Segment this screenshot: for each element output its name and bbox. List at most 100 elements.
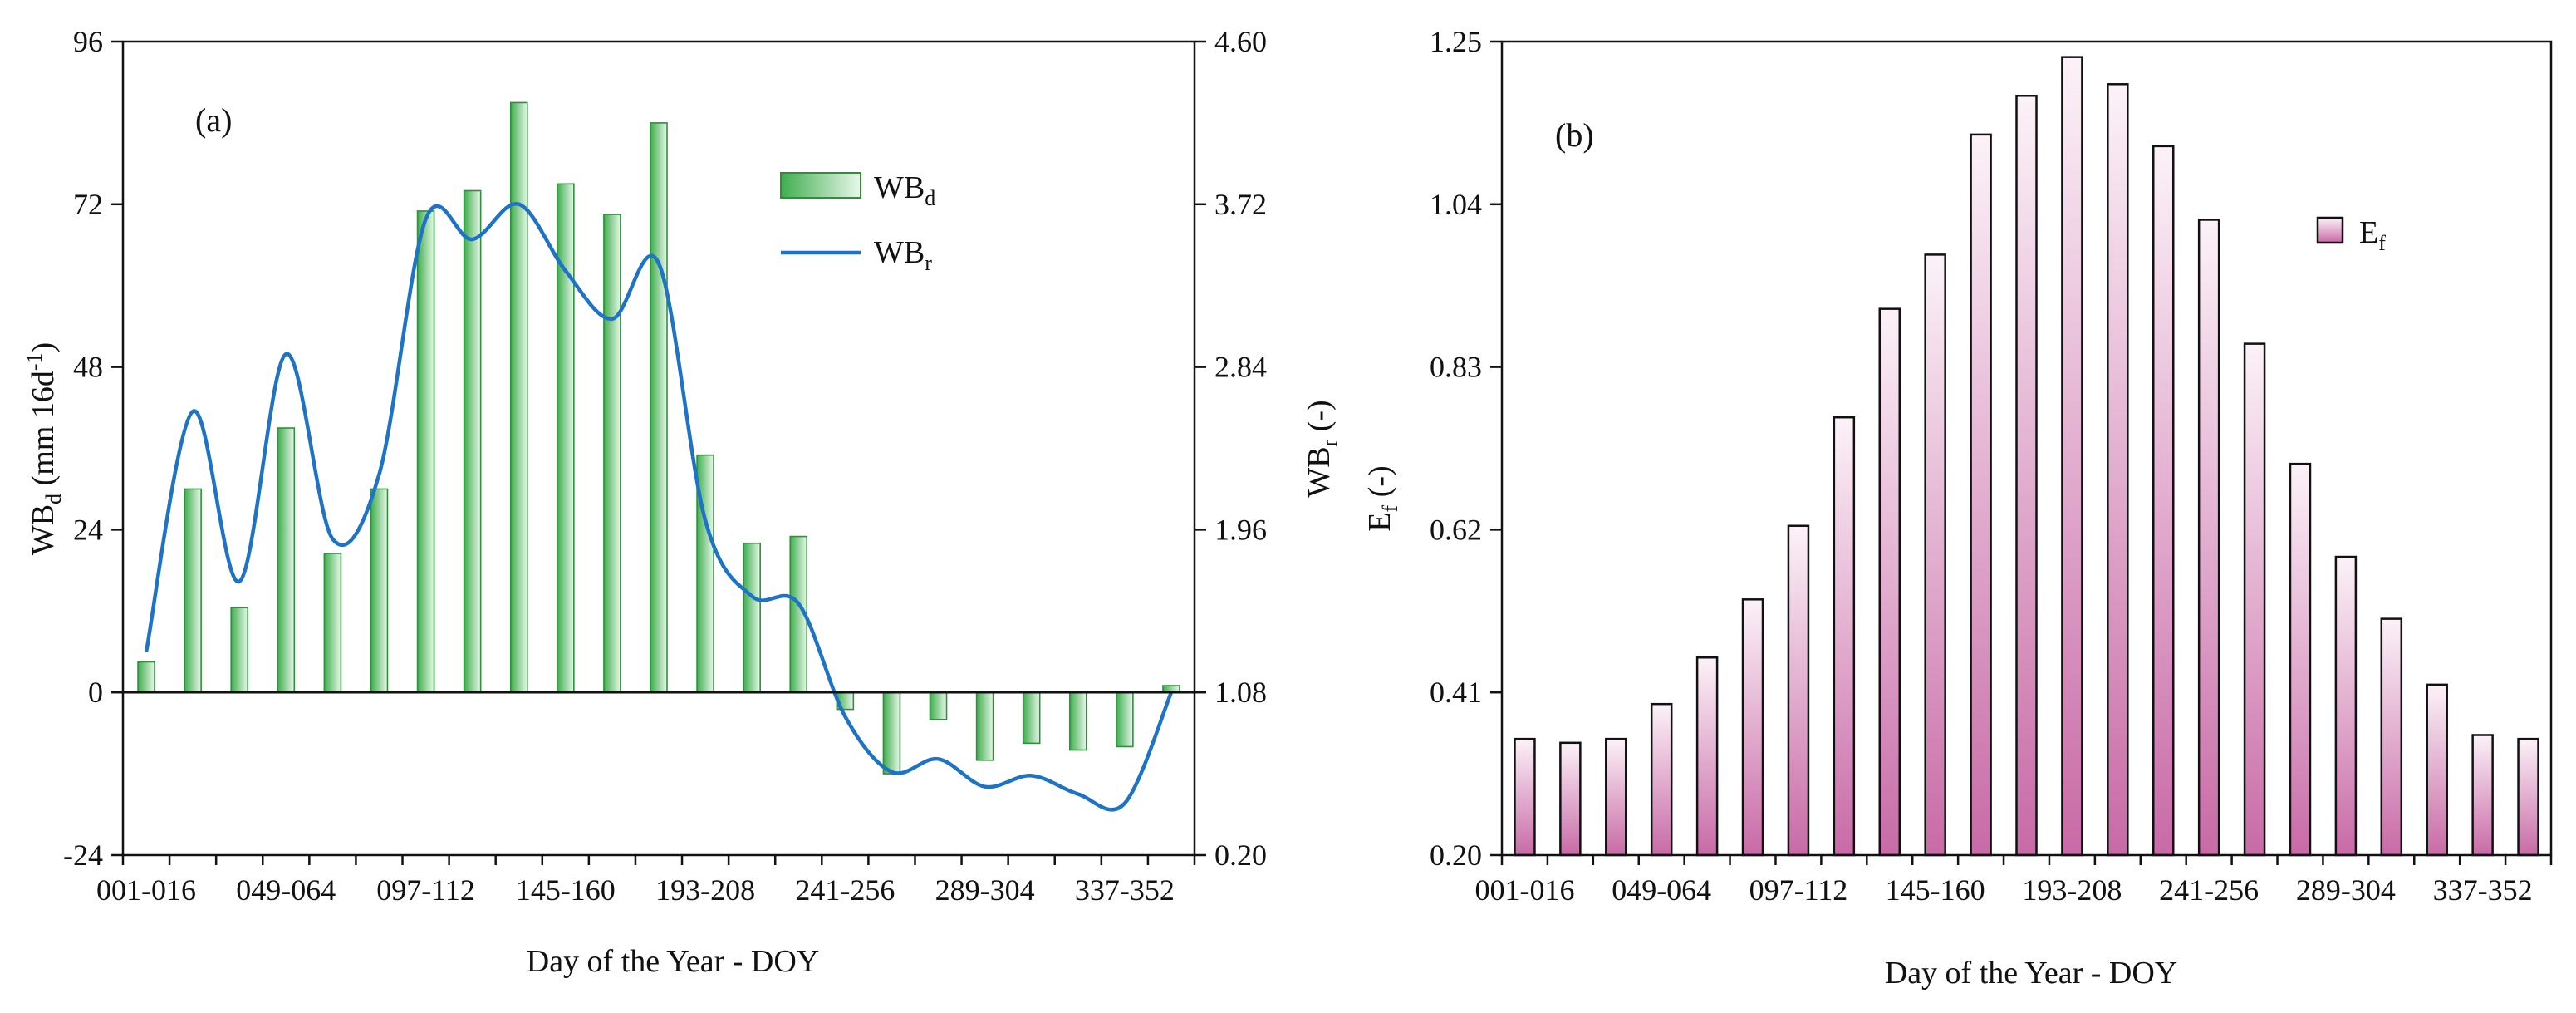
panel-a-x-axis-label: Day of the Year - DOY <box>527 944 819 979</box>
ef-bar-289-304 <box>2334 555 2358 857</box>
x-tick-label: 097-112 <box>376 873 475 907</box>
right-y-tick-label: 1.08 <box>1214 676 1267 709</box>
panel-b-bars <box>1514 56 2539 857</box>
x-tick-label: 289-304 <box>935 873 1035 907</box>
ef-bar-305-320 <box>2380 617 2403 857</box>
wbd-bar-289-304 <box>975 691 994 761</box>
ef-bar-033-048 <box>1605 737 1627 857</box>
ef-bar-177-192 <box>2015 95 2038 857</box>
x-tick-label: 241-256 <box>795 873 895 907</box>
wbd-bar-273-288 <box>929 691 948 720</box>
y-tick-label: 1.04 <box>1430 188 1482 221</box>
x-tick-label: 241-256 <box>2159 873 2259 907</box>
ef-bar-001-016 <box>1514 737 1536 857</box>
right-y-tick-label: 3.72 <box>1214 188 1267 221</box>
wbd-bar-065-080 <box>323 553 342 693</box>
panel-a-left-y-ticks: -24 0 24 48 72 96 <box>63 25 123 872</box>
ef-bar-161-176 <box>1970 133 1992 857</box>
legend-label-ef: Ef <box>2359 215 2386 255</box>
wbd-bar-049-064 <box>277 427 296 694</box>
panel-b-y-ticks: 0.20 0.41 0.62 0.83 1.04 1.25 <box>1430 25 1502 872</box>
right-y-tick-label: 1.96 <box>1214 513 1267 546</box>
ef-bar-049-064 <box>1650 702 1673 857</box>
x-tick-label: 145-160 <box>1886 873 1985 907</box>
wbd-bar-097-112 <box>416 210 435 693</box>
ef-bar-017-032 <box>1559 741 1582 857</box>
panel-b-y-axis-label: Ef (-) <box>1362 465 1402 531</box>
legend-swatch-ef <box>2316 216 2344 244</box>
ef-bar-209-224 <box>2107 83 2129 857</box>
x-tick-label: 337-352 <box>2433 873 2533 907</box>
wbd-bar-113-128 <box>463 189 482 694</box>
right-y-tick-label: 0.20 <box>1214 838 1267 872</box>
x-tick-label: 145-160 <box>516 873 616 907</box>
panel-b-legend: Ef <box>2316 215 2386 255</box>
panel-b-x-axis-label: Day of the Year - DOY <box>1885 956 2177 991</box>
ef-bar-097-112 <box>1787 524 1810 857</box>
wbd-bar-177-192 <box>650 122 668 693</box>
wbd-bar-257-272 <box>882 691 901 775</box>
ef-bar-241-256 <box>2197 219 2220 857</box>
ef-bar-113-128 <box>1833 416 1856 857</box>
y-tick-label: 0.20 <box>1430 838 1482 872</box>
panel-a-x-ticks: 001-016 049-064 097-112 145-160 193-208 241-2… <box>96 855 1196 907</box>
wbd-bar-017-032 <box>184 488 202 694</box>
ef-bar-225-240 <box>2152 145 2175 857</box>
left-y-tick-label: -24 <box>63 838 103 872</box>
ef-bar-065-080 <box>1695 656 1719 857</box>
ef-bar-145-160 <box>1924 253 1946 857</box>
x-tick-label: 001-016 <box>1474 873 1574 907</box>
wbd-bar-001-016 <box>137 661 155 693</box>
wbd-bar-305-320 <box>1022 691 1041 745</box>
x-tick-label: 193-208 <box>2022 873 2122 907</box>
panel-a-chart: -24 0 24 48 72 96 0.20 1.08 1.96 2.84 3.72 4.60 00… <box>22 25 1342 979</box>
panel-a-bars <box>137 101 1180 775</box>
panel-a-left-y-axis-label: WBd (mm 16d-1) <box>22 342 66 555</box>
legend-label-wbd: WBd <box>874 170 935 210</box>
ef-bar-321-336 <box>2426 683 2448 857</box>
panel-a-right-y-ticks: 0.20 1.08 1.96 2.84 3.72 4.60 <box>1195 25 1267 872</box>
x-tick-label: 049-064 <box>236 873 336 907</box>
left-y-tick-label: 0 <box>88 676 103 709</box>
x-tick-label: 097-112 <box>1749 873 1848 907</box>
panel-b-plot-frame <box>1500 40 2553 857</box>
left-y-tick-label: 48 <box>73 351 103 384</box>
ef-bar-257-272 <box>2243 342 2266 857</box>
wbd-bar-033-048 <box>230 607 249 693</box>
right-y-tick-label: 4.60 <box>1214 25 1267 58</box>
panel-a-label: (a) <box>195 101 232 139</box>
legend-label-wbr: WBr <box>874 235 932 275</box>
right-y-tick-label: 2.84 <box>1214 351 1267 384</box>
panel-b-label: (b) <box>1555 116 1594 154</box>
panel-b-x-ticks: 001-016 049-064 097-112 145-160 193-208 241-2… <box>1474 855 2553 907</box>
ef-bar-273-288 <box>2289 462 2312 857</box>
wbd-bar-081-096 <box>370 488 389 694</box>
left-y-tick-label: 72 <box>73 188 103 221</box>
ef-bar-193-208 <box>2061 56 2083 857</box>
wbd-bar-337-352 <box>1116 691 1134 748</box>
left-y-tick-label: 24 <box>73 513 103 546</box>
wbr-line-series <box>144 202 1174 812</box>
ef-bar-081-096 <box>1741 598 1764 857</box>
ef-bar-129-144 <box>1878 307 1901 857</box>
x-tick-label: 001-016 <box>96 873 196 907</box>
y-tick-label: 1.25 <box>1430 25 1482 58</box>
x-tick-label: 337-352 <box>1075 873 1175 907</box>
y-tick-label: 0.41 <box>1430 676 1482 709</box>
x-tick-label: 193-208 <box>655 873 755 907</box>
panel-a-plot-frame <box>121 40 1196 857</box>
panel-a-right-y-axis-label: WBr (-) <box>1302 400 1342 497</box>
wbd-bar-129-144 <box>509 101 528 694</box>
wbd-bar-161-176 <box>603 214 621 693</box>
x-tick-label: 049-064 <box>1612 873 1711 907</box>
ef-bar-353-365 <box>2517 737 2539 857</box>
wbd-bar-321-336 <box>1068 691 1087 751</box>
wbd-bar-209-224 <box>743 542 761 694</box>
panel-b-chart: 0.200.410.620.831.041.25 001-016 049-064 0… <box>1362 25 2553 991</box>
y-tick-label: 0.83 <box>1430 351 1482 384</box>
left-y-tick-label: 96 <box>73 25 103 58</box>
y-tick-label: 0.62 <box>1430 513 1482 546</box>
panel-a-legend: WBd WBr <box>780 170 935 275</box>
x-tick-label: 289-304 <box>2296 873 2396 907</box>
